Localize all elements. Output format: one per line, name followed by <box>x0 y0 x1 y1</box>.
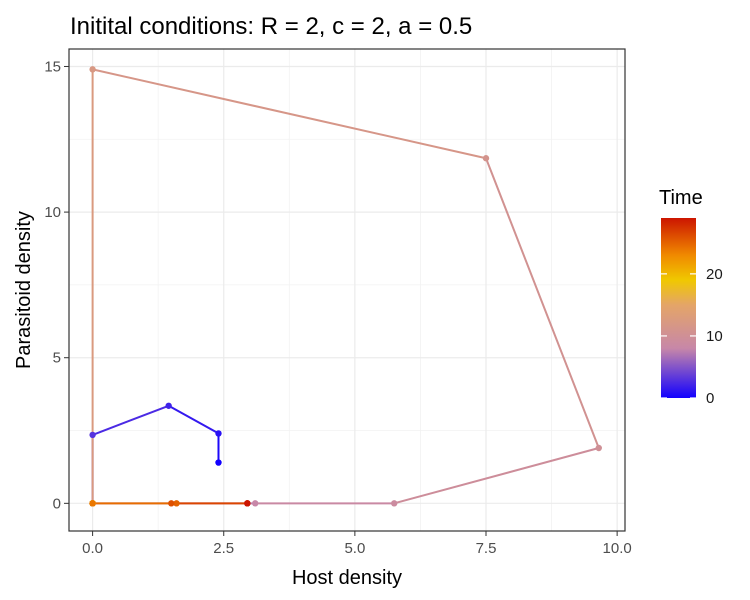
trajectory-segment <box>91 404 170 436</box>
legend-colorbar <box>661 218 696 398</box>
legend-ticks: 0 10 20 <box>661 266 723 407</box>
data-point <box>89 66 96 73</box>
data-point <box>165 402 172 409</box>
x-tick-label: 2.5 <box>213 540 234 557</box>
chart-title: Initital conditions: R = 2, c = 2, a = 0… <box>70 13 472 40</box>
trajectory-segment <box>91 68 487 160</box>
legend-tick-label: 10 <box>706 328 723 345</box>
data-point <box>89 431 96 439</box>
data-point <box>168 500 175 507</box>
x-tick-label: 0.0 <box>82 540 103 557</box>
x-tick-label: 5.0 <box>344 540 365 557</box>
data-point <box>89 500 96 507</box>
data-point <box>482 155 490 162</box>
x-axis: 0.0 2.5 5.0 7.5 10.0 <box>82 531 632 557</box>
data-point <box>215 430 222 437</box>
data-point <box>215 459 222 466</box>
legend-tick-label: 0 <box>706 390 714 407</box>
legend-tick-label: 20 <box>706 266 723 283</box>
data-point <box>244 500 251 507</box>
y-axis-title: Parasitoid density <box>13 211 35 369</box>
plot-panel <box>69 49 625 531</box>
data-point <box>595 444 602 452</box>
data-layer <box>89 66 602 507</box>
plot-border <box>68 48 626 532</box>
grid-minor <box>69 49 625 531</box>
legend-title: Time <box>659 187 703 209</box>
y-axis: 0 5 10 15 <box>44 58 69 512</box>
y-tick-label: 0 <box>53 495 61 512</box>
legend: Time 0 10 20 <box>659 187 723 407</box>
y-tick-label: 10 <box>44 204 61 221</box>
trajectory-segment <box>485 157 600 449</box>
data-point <box>391 500 398 507</box>
data-point <box>252 500 259 507</box>
trajectory-segment <box>167 404 220 435</box>
trajectory-segment <box>393 446 600 505</box>
y-tick-label: 15 <box>44 58 61 75</box>
y-tick-label: 5 <box>53 350 61 367</box>
x-tick-label: 7.5 <box>476 540 497 557</box>
x-axis-title: Host density <box>292 567 402 589</box>
data-point <box>173 500 180 507</box>
x-tick-label: 10.0 <box>603 540 632 557</box>
